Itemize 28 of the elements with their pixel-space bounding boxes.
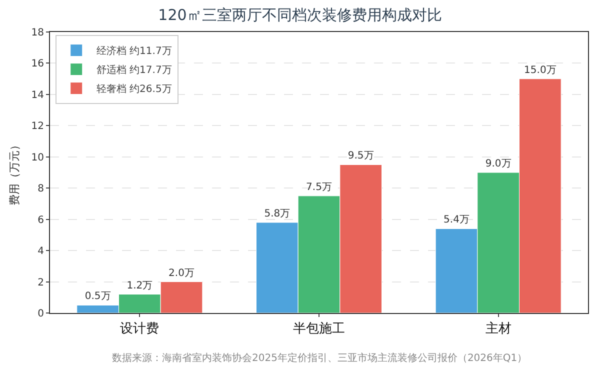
y-tick-label: 0 bbox=[38, 308, 44, 320]
data-label: 0.5万 bbox=[84, 291, 111, 302]
data-label: 5.8万 bbox=[264, 208, 290, 220]
y-tick-label: 14 bbox=[31, 90, 44, 101]
y-tick-label: 2 bbox=[38, 277, 44, 288]
y-tick-label: 10 bbox=[31, 152, 44, 164]
data-label: 2.0万 bbox=[168, 268, 194, 279]
data-label: 1.2万 bbox=[126, 280, 153, 292]
y-tick-label: 8 bbox=[38, 184, 44, 195]
data-label: 7.5万 bbox=[306, 182, 332, 193]
data-label: 5.4万 bbox=[444, 214, 470, 226]
y-axis-title: 费用（万元） bbox=[8, 140, 21, 206]
x-tick-label: 主材 bbox=[485, 320, 512, 337]
data-label: 9.0万 bbox=[485, 158, 512, 170]
y-tick-label: 16 bbox=[31, 58, 44, 70]
x-tick-label: 半包施工 bbox=[293, 322, 345, 337]
legend-label: 经济档 约11.7万 bbox=[96, 45, 172, 58]
data-label: 9.5万 bbox=[348, 150, 374, 162]
y-tick-label: 18 bbox=[31, 28, 44, 38]
y-tick-label: 6 bbox=[38, 214, 44, 226]
legend-label: 轻奢档 约26.5万 bbox=[96, 83, 172, 96]
chart-title: 120㎡三室两厅不同档次装修费用构成对比 bbox=[158, 6, 442, 24]
y-tick-label: 4 bbox=[38, 246, 44, 258]
source-note: 数据来源：海南省室内装饰协会2025年定价指引、三亚市场主流装修公司报价（2026年Q1） bbox=[112, 352, 528, 364]
data-label: 15.0万 bbox=[524, 64, 556, 76]
x-tick-label: 设计费 bbox=[120, 322, 160, 337]
y-tick-label: 12 bbox=[31, 121, 44, 132]
legend-label: 舒适档 约17.7万 bbox=[96, 64, 172, 76]
